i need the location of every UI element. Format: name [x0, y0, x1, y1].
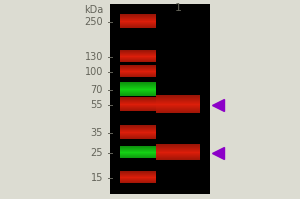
Text: 1: 1	[175, 3, 182, 13]
Text: 250: 250	[84, 17, 103, 27]
Text: 100: 100	[85, 67, 103, 77]
Text: 70: 70	[91, 85, 103, 95]
Text: 35: 35	[91, 128, 103, 138]
Text: 130: 130	[85, 52, 103, 62]
Text: 15: 15	[91, 173, 103, 183]
Text: kDa: kDa	[84, 5, 103, 15]
Text: 25: 25	[91, 148, 103, 158]
Text: 55: 55	[91, 100, 103, 110]
